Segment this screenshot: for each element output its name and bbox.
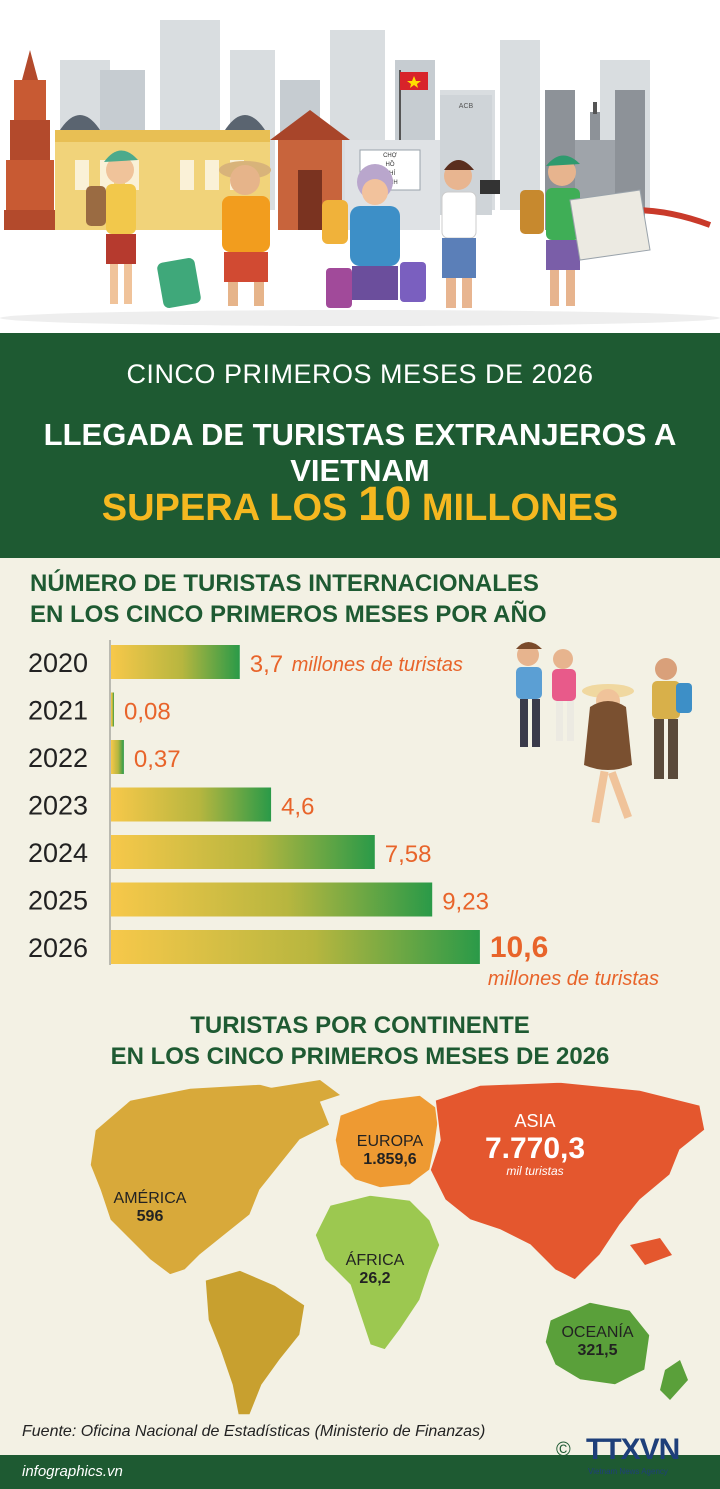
bar-value-label-2022: 0,37 <box>134 746 181 773</box>
map-asia-islands <box>630 1238 672 1265</box>
bar-year-label-2025: 2025 <box>28 886 88 916</box>
bar-unit-label-last: millones de turistas <box>488 968 659 990</box>
map-new-zealand <box>660 1360 688 1400</box>
bar-year-label-2023: 2023 <box>28 791 88 821</box>
continent-europe-value: 1.859,6 <box>363 1150 417 1168</box>
bar-section-title: NÚMERO DE TURISTAS INTERNACIONALES EN LO… <box>30 568 547 630</box>
bar-year-label-2021: 2021 <box>28 696 88 726</box>
bar-chart: 2020 3,7 millones de turistas 2021 0,08 2022 0… <box>28 640 692 990</box>
footer-site[interactable]: infographics.vn <box>22 1463 123 1480</box>
pagoda-tower <box>4 50 56 250</box>
ttxvn-logo: © TTXVN Vietnam News Agency <box>556 1433 706 1485</box>
sign-line-2: HỒ <box>386 161 395 168</box>
bar-year-label-2024: 2024 <box>28 838 88 868</box>
bar-2024 <box>111 835 375 869</box>
bar-year-label-2022: 2022 <box>28 743 88 773</box>
map-america-south <box>204 1269 306 1416</box>
sign-line-1: CHỢ <box>383 153 397 159</box>
city-tourists-illustration: CHỢ HỒ CHÍ MINH ACB <box>0 20 720 333</box>
headline-banner: CINCO PRIMEROS MESES DE 2026 LLEGADA DE … <box>0 333 720 558</box>
map-europe <box>334 1094 441 1189</box>
continent-oceania: OCEANÍA 321,5 <box>550 1324 645 1359</box>
continent-america-name: AMÉRICA <box>113 1190 187 1207</box>
map-america-arctic <box>150 1092 200 1115</box>
bar-section-title-line2: EN LOS CINCO PRIMEROS MESES POR AÑO <box>30 601 547 628</box>
bar-value-label-2025: 9,23 <box>442 889 489 916</box>
map-section-title-line1: TURISTAS POR CONTINENTE <box>190 1012 530 1039</box>
bar-value-label-2024: 7,58 <box>385 841 432 868</box>
headline-period: CINCO PRIMEROS MESES DE 2026 <box>126 359 594 389</box>
headline-highlight-pre: SUPERA LOS <box>101 487 358 529</box>
bar-section-title-line1: NÚMERO DE TURISTAS INTERNACIONALES <box>30 570 539 597</box>
bar-2025 <box>111 882 433 917</box>
copyright-icon: © <box>556 1439 571 1461</box>
map-oceania <box>544 1301 651 1386</box>
continent-asia-value: 7.770,3 <box>484 1131 586 1165</box>
world-map: AMÉRICA 596 EUROPA 1.859,6 ASIA 7.770,3 … <box>0 1070 720 1420</box>
headline-title: LLEGADA DE TURISTAS EXTRANJEROS A VIETNA… <box>43 417 677 488</box>
headline-highlight-post: MILLONES <box>411 487 619 529</box>
headline-highlight: SUPERA LOS 10 MILLONES <box>0 477 720 532</box>
bar-value-label-2020: 3,7 <box>250 651 283 678</box>
logo-text: TTXVN <box>586 1433 680 1466</box>
world-map-shapes <box>89 1080 706 1416</box>
continent-america: AMÉRICA 596 <box>95 1190 205 1225</box>
continent-asia-unit: mil turistas <box>506 1163 564 1178</box>
map-icon <box>569 189 651 261</box>
continent-america-value: 596 <box>136 1207 164 1225</box>
continent-oceania-name: OCEANÍA <box>561 1324 634 1341</box>
continent-europe-name: EUROPA <box>356 1133 424 1150</box>
bar-2021 <box>111 692 114 727</box>
camera-icon <box>480 180 500 194</box>
bar-value-label-2023: 4,6 <box>281 794 314 821</box>
bar-value-label-2026: 10,6 <box>490 931 548 964</box>
bar-year-label-2020: 2020 <box>28 648 88 678</box>
hero-illustration: CHỢ HỒ CHÍ MINH ACB <box>0 0 720 333</box>
continent-africa: ÁFRICA 26,2 <box>335 1252 415 1287</box>
bar-value-label-2021: 0,08 <box>124 699 171 726</box>
continent-africa-value: 26,2 <box>359 1269 391 1287</box>
continent-oceania-value: 321,5 <box>577 1341 618 1359</box>
bar-2022 <box>111 740 124 774</box>
continent-asia: ASIA 7.770,3 mil turistas <box>470 1111 600 1178</box>
travelers-illustration <box>516 642 692 824</box>
map-section-title-line2: EN LOS CINCO PRIMEROS MESES DE 2026 <box>110 1043 610 1070</box>
acb-sign: ACB <box>459 103 474 110</box>
bar-year-label-2026: 2026 <box>28 933 88 963</box>
source-note: Fuente: Oficina Nacional de Estadísticas… <box>22 1423 486 1440</box>
map-asia <box>429 1081 706 1281</box>
headline-highlight-number: 10 <box>357 478 412 531</box>
bar-unit-label-first: millones de turistas <box>292 654 463 676</box>
bar-2023 <box>111 787 272 822</box>
footer-bar: infographics.vn <box>0 1455 720 1489</box>
continent-europe: EUROPA 1.859,6 <box>345 1133 435 1168</box>
tourist-figures <box>86 150 651 308</box>
map-america-north <box>89 1083 331 1276</box>
map-greenland <box>270 1080 340 1105</box>
map-africa <box>314 1194 441 1351</box>
bar-2020 <box>111 645 240 679</box>
continent-africa-name: ÁFRICA <box>345 1252 405 1269</box>
continent-asia-name: ASIA <box>514 1111 556 1131</box>
logo-subtext: Vietnam News Agency <box>588 1467 668 1476</box>
bar-2026 <box>111 930 480 964</box>
map-section-title: TURISTAS POR CONTINENTE EN LOS CINCO PRI… <box>0 1010 720 1072</box>
